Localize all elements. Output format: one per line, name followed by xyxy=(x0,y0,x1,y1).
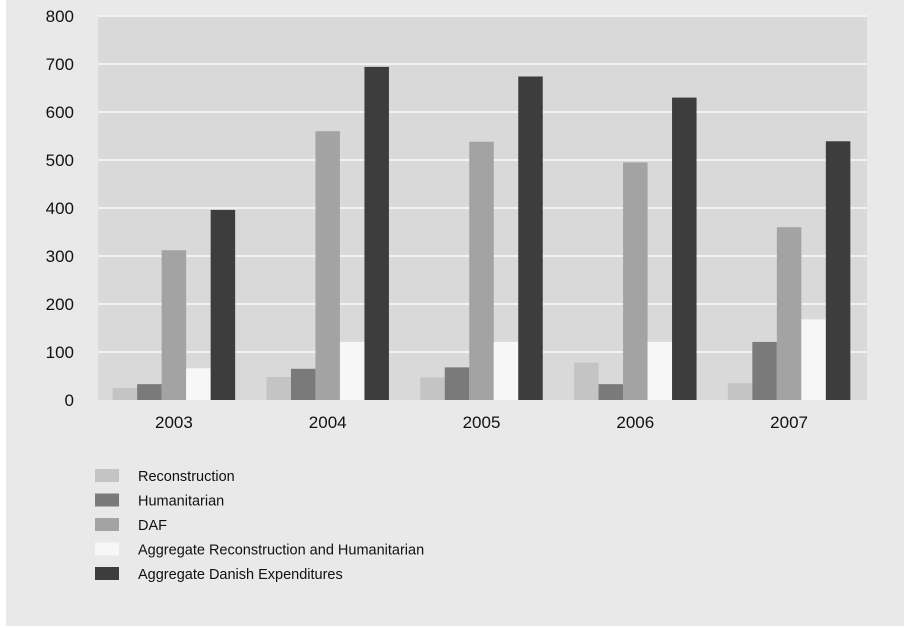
x-tick-label: 2006 xyxy=(616,413,654,432)
bar-aggregate-reconstruction-and-humanitarian-2007 xyxy=(801,319,826,400)
bar-reconstruction-2007 xyxy=(727,383,753,400)
bar-aggregate-reconstruction-and-humanitarian-2004 xyxy=(339,341,365,400)
bar-reconstruction-2005 xyxy=(420,377,445,400)
y-tick-label: 300 xyxy=(46,247,74,266)
legend: Reconstruction Humanitarian DAF Aggregate R… xyxy=(95,469,424,583)
bar-daf-2007 xyxy=(776,227,802,400)
legend-swatch xyxy=(95,567,119,580)
bar-daf-2004 xyxy=(315,131,340,400)
bar-aggregate-danish-expenditures-2007 xyxy=(825,141,851,400)
y-tick-label: 200 xyxy=(46,295,74,314)
y-axis-ticks: 0 100 200 300 400 500 600 700 800 xyxy=(46,7,74,410)
legend-swatch xyxy=(95,493,119,507)
chart-panel: 0 100 200 300 400 500 600 700 800 2003 2004 2005 20… xyxy=(6,0,904,626)
bar-reconstruction-2004 xyxy=(266,376,291,400)
x-axis-ticks: 2003 2004 2005 2006 2007 xyxy=(155,413,808,432)
legend-label: Humanitarian xyxy=(138,494,224,510)
bar-humanitarian-2007 xyxy=(752,341,777,400)
legend-swatch xyxy=(95,469,119,482)
legend-label: Aggregate Reconstruction and Humanitaria… xyxy=(138,543,424,559)
bar-aggregate-reconstruction-and-humanitarian-2003 xyxy=(186,368,211,400)
bar-aggregate-danish-expenditures-2006 xyxy=(672,97,697,400)
bar-aggregate-danish-expenditures-2005 xyxy=(518,76,543,400)
bar-reconstruction-2003 xyxy=(112,388,138,400)
legend-label: Reconstruction xyxy=(138,469,235,485)
y-tick-label: 0 xyxy=(65,391,74,410)
y-tick-label: 800 xyxy=(46,7,74,26)
legend-label: DAF xyxy=(138,518,167,534)
bars xyxy=(112,66,851,400)
y-tick-label: 600 xyxy=(46,103,74,122)
bar-humanitarian-2004 xyxy=(290,368,316,400)
legend-swatch xyxy=(95,542,119,556)
bar-reconstruction-2006 xyxy=(574,362,599,400)
bar-humanitarian-2003 xyxy=(137,384,162,400)
bar-daf-2003 xyxy=(161,250,187,400)
x-tick-label: 2004 xyxy=(309,413,347,432)
bar-aggregate-reconstruction-and-humanitarian-2006 xyxy=(647,341,673,400)
y-tick-label: 400 xyxy=(46,199,74,218)
bar-aggregate-danish-expenditures-2004 xyxy=(364,66,389,400)
bar-daf-2006 xyxy=(623,162,648,400)
x-tick-label: 2003 xyxy=(155,413,193,432)
x-tick-label: 2007 xyxy=(770,413,808,432)
y-tick-label: 100 xyxy=(46,343,74,362)
x-tick-label: 2005 xyxy=(463,413,501,432)
bar-humanitarian-2005 xyxy=(444,367,470,400)
y-tick-label: 500 xyxy=(46,151,74,170)
bar-daf-2005 xyxy=(469,141,494,400)
legend-swatch xyxy=(95,518,119,531)
bar-aggregate-danish-expenditures-2003 xyxy=(210,209,236,400)
legend-label: Aggregate Danish Expenditures xyxy=(138,567,343,583)
bar-aggregate-reconstruction-and-humanitarian-2005 xyxy=(493,341,519,400)
bar-humanitarian-2006 xyxy=(598,384,624,400)
y-tick-label: 700 xyxy=(46,55,74,74)
